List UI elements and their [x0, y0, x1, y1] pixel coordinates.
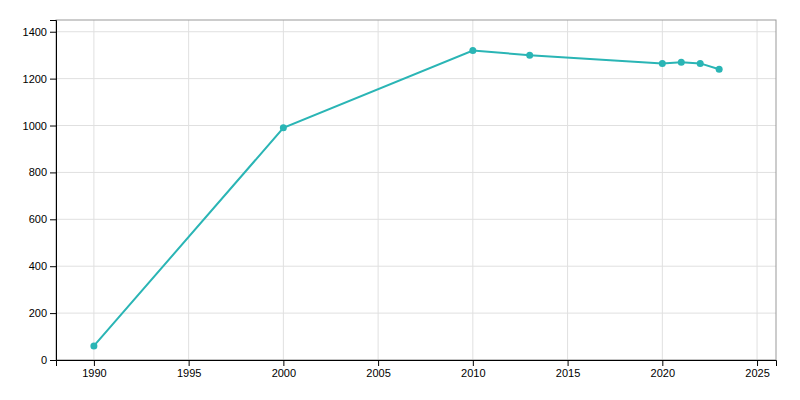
tick: 1400 — [23, 26, 56, 38]
chart-container: 1990 1995 2000 2005 2010 2015 2020 2025 0 200 400 6… — [0, 0, 800, 400]
tick: 600 — [29, 213, 56, 225]
tick-label: 1400 — [23, 26, 47, 38]
point — [697, 60, 704, 67]
tick-mark — [757, 360, 758, 366]
tick: 1990 — [82, 360, 106, 379]
grid-line-x — [567, 20, 568, 360]
marks — [90, 47, 722, 349]
point — [678, 59, 685, 66]
tick: 2020 — [651, 360, 675, 379]
tick-mark — [473, 360, 474, 366]
tick-label: 1200 — [23, 73, 47, 85]
tick-label: 2000 — [272, 367, 296, 379]
tick-mark — [50, 219, 56, 220]
grid-line-y — [56, 31, 776, 32]
tick: 0 — [41, 354, 56, 366]
point — [469, 47, 476, 54]
grid — [56, 20, 776, 360]
tick-label: 2015 — [556, 367, 580, 379]
tick-mark — [50, 266, 56, 267]
tick: 400 — [29, 260, 56, 272]
tick-label: 2010 — [461, 367, 485, 379]
tick-mark — [283, 360, 284, 366]
tick-mark — [50, 32, 56, 33]
y-axis: 0 200 400 600 800 1000 1200 1400 — [23, 21, 57, 367]
point — [280, 124, 287, 131]
tick-mark — [50, 172, 56, 173]
tick-label: 2020 — [651, 367, 675, 379]
tick: 2005 — [366, 360, 390, 379]
grid-line-y — [56, 78, 776, 79]
tick-mark — [50, 126, 56, 127]
tick-mark — [94, 360, 95, 366]
point — [716, 66, 723, 73]
tick-mark — [189, 360, 190, 366]
grid-line-x — [757, 20, 758, 360]
grid-line-y — [56, 313, 776, 314]
tick-label: 1000 — [23, 120, 47, 132]
tick-mark — [568, 360, 569, 366]
point — [526, 52, 533, 59]
axis-line — [50, 21, 57, 361]
tick-label: 600 — [29, 213, 47, 225]
tick: 2010 — [461, 360, 485, 379]
tick-label: 2025 — [745, 367, 769, 379]
tick-label: 800 — [29, 166, 47, 178]
tick-mark — [378, 360, 379, 366]
grid-line-x — [662, 20, 663, 360]
tick: 1200 — [23, 73, 56, 85]
tick: 2015 — [556, 360, 580, 379]
tick: 2025 — [745, 360, 769, 379]
grid-line-x — [472, 20, 473, 360]
grid-line-x — [378, 20, 379, 360]
tick-mark — [50, 360, 56, 361]
tick-label: 1995 — [177, 367, 201, 379]
tick-mark — [662, 360, 663, 366]
tick-mark — [50, 313, 56, 314]
grid-line-y — [56, 172, 776, 173]
point — [659, 60, 666, 67]
grid-line-y — [56, 125, 776, 126]
tick-label: 2005 — [366, 367, 390, 379]
tick: 800 — [29, 166, 56, 178]
grid-line-x — [188, 20, 189, 360]
tick: 2000 — [272, 360, 296, 379]
tick-label: 0 — [41, 354, 47, 366]
line — [94, 50, 719, 345]
plot-frame — [56, 20, 776, 360]
x-axis: 1990 1995 2000 2005 2010 2015 2020 2025 — [57, 360, 777, 379]
grid-line-y — [56, 219, 776, 220]
tick-label: 1990 — [82, 367, 106, 379]
tick: 1000 — [23, 120, 56, 132]
grid-line-x — [93, 20, 94, 360]
tick: 1995 — [177, 360, 201, 379]
chart-svg: 1990 1995 2000 2005 2010 2015 2020 2025 0 200 400 6… — [0, 0, 800, 400]
axis-line — [57, 361, 777, 367]
grid-line-x — [283, 20, 284, 360]
tick-label: 400 — [29, 260, 47, 272]
tick-label: 200 — [29, 307, 47, 319]
tick-mark — [50, 79, 56, 80]
tick: 200 — [29, 307, 56, 319]
point — [90, 342, 97, 349]
plot-area: 1990 1995 2000 2005 2010 2015 2020 2025 0 200 400 6… — [23, 20, 777, 379]
